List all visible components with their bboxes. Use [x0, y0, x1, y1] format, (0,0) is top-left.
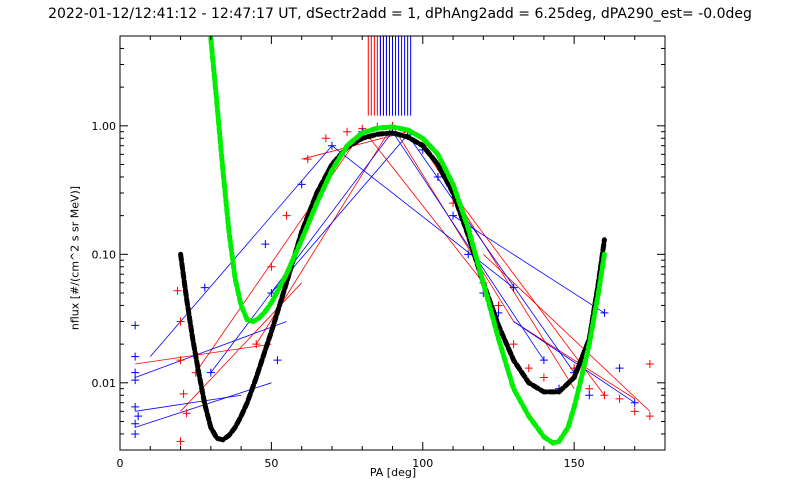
point-red-7: [282, 211, 291, 220]
point-blue-10: [261, 240, 270, 249]
point-red-22: [524, 364, 533, 373]
point-blue-9: [206, 368, 215, 377]
x-tick-label-0: 0: [117, 457, 124, 470]
point-blue-25: [539, 356, 548, 365]
segment-red-9: [483, 254, 651, 412]
segment-blue-4: [271, 134, 408, 294]
point-blue-28: [585, 391, 594, 400]
point-blue-19: [433, 172, 442, 181]
fit-curve-green: [208, 36, 607, 446]
point-red-10: [343, 127, 352, 136]
segment-blue-3: [210, 131, 393, 373]
point-red-3: [182, 409, 191, 418]
point-red-27: [600, 391, 609, 400]
chart-title: 2022-01-12/12:41:12 - 12:47:17 UT, dSect…: [48, 6, 752, 22]
y-axis-label: nflux [#/(cm^2 s sr MeV)]: [68, 185, 82, 331]
point-red-29: [630, 407, 639, 416]
point-blue-0: [131, 321, 140, 330]
point-blue-14: [327, 141, 336, 150]
point-red-32: [176, 356, 185, 365]
segment-blue-2: [149, 145, 333, 357]
y-tick-label-0: 0.01: [92, 377, 117, 390]
point-blue-24: [509, 283, 518, 292]
segment-blue-5: [331, 145, 514, 288]
point-red-8: [303, 155, 312, 164]
point-blue-20: [449, 211, 458, 220]
point-blue-31: [630, 398, 639, 407]
point-blue-6: [131, 429, 140, 438]
point-blue-12: [273, 356, 282, 365]
segment-blue-7: [407, 134, 575, 373]
y-tick-label-1: 0.10: [92, 248, 117, 261]
point-red-9: [321, 134, 330, 143]
point-red-30: [645, 360, 654, 369]
point-red-20: [494, 301, 503, 310]
x-tick-label-1: 50: [264, 457, 278, 470]
segment-blue-8: [452, 215, 605, 314]
point-red-0: [173, 286, 182, 295]
point-red-6: [267, 262, 276, 271]
y-tick-label-2: 1.00: [92, 120, 117, 133]
point-blue-7: [134, 412, 143, 421]
point-blue-2: [131, 368, 140, 377]
point-blue-5: [131, 419, 140, 428]
point-red-21: [509, 340, 518, 349]
point-blue-13: [297, 180, 306, 189]
fit-curve-black: [178, 130, 607, 443]
point-red-28: [615, 394, 624, 403]
point-red-4: [176, 437, 185, 446]
point-blue-8: [200, 283, 209, 292]
segment-red-10: [513, 321, 635, 400]
x-axis: 0 50 100 150: [117, 36, 636, 470]
point-blue-29: [600, 308, 609, 317]
point-blue-21: [464, 250, 473, 259]
point-red-31: [645, 412, 654, 421]
x-tick-label-3: 150: [564, 457, 585, 470]
point-blue-1: [131, 352, 140, 361]
segment-blue-1: [135, 321, 287, 378]
x-tick-label-2: 100: [412, 457, 433, 470]
segment-blue-9: [513, 321, 635, 404]
point-red-5: [252, 340, 261, 349]
segment-red-2: [195, 131, 363, 373]
segment-blue-6: [392, 131, 545, 361]
segment-red-5: [361, 128, 484, 284]
point-red-2: [179, 389, 188, 398]
point-blue-3: [131, 376, 140, 385]
plot-content: [131, 36, 654, 446]
point-blue-30: [615, 364, 624, 373]
point-blue-4: [131, 402, 140, 411]
point-red-1: [176, 317, 185, 326]
point-red-23: [539, 373, 548, 382]
x-axis-label: PA [deg]: [369, 466, 417, 479]
segment-red-0: [135, 343, 272, 365]
y-axis: 0.01 0.10 1.00: [92, 47, 665, 435]
segment-blue-10: [135, 394, 242, 412]
